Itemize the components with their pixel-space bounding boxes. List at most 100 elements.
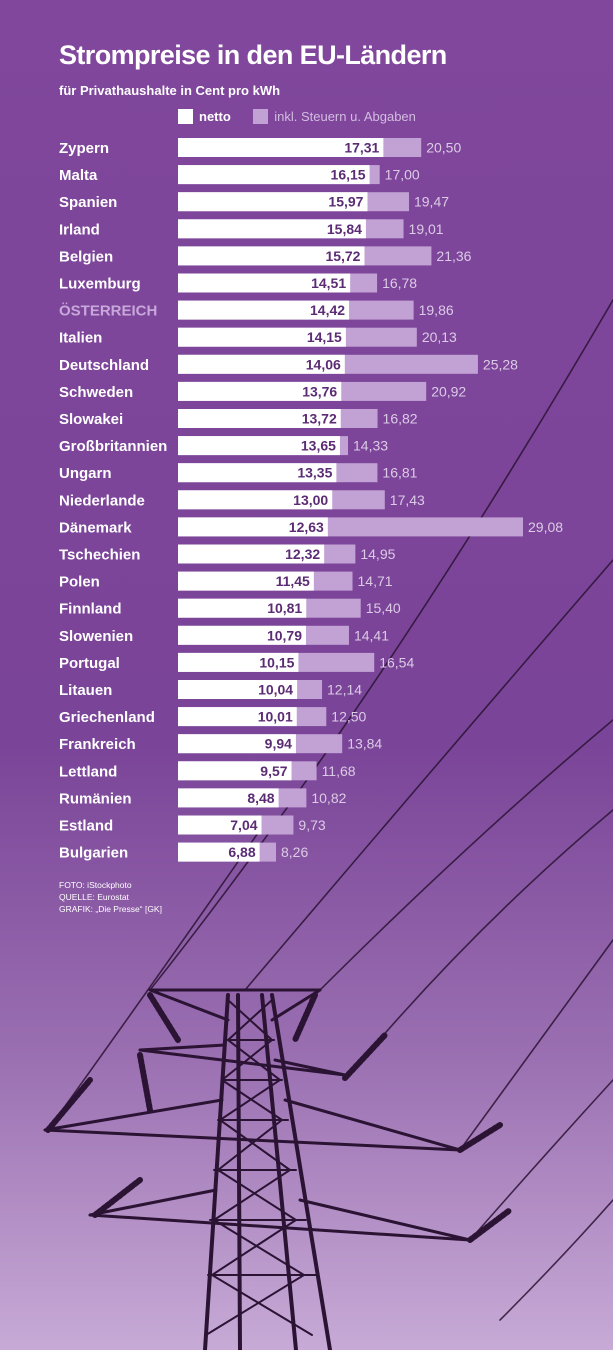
value-label-gross-großbritannien: 14,33	[353, 438, 388, 454]
bar-netto-litauen	[178, 680, 298, 699]
credit-source: QUELLE: Eurostat	[59, 892, 129, 902]
credit-foto: FOTO: iStockphoto	[59, 880, 132, 890]
bar-netto-rumänien	[178, 788, 279, 808]
country-label-schweden: Schweden	[59, 384, 133, 401]
country-label-deutschland: Deutschland	[59, 357, 149, 374]
value-label-gross-finnland: 15,40	[366, 600, 401, 616]
bar-netto-ungarn	[178, 463, 337, 483]
value-label-gross-belgien: 21,36	[436, 248, 471, 264]
bar-netto-österreich	[178, 300, 350, 320]
value-label-netto-frankreich: 9,94	[265, 736, 292, 752]
country-label-irland: Irland	[59, 221, 100, 238]
value-label-netto-bulgarien: 6,88	[228, 844, 255, 860]
value-label-gross-luxemburg: 16,78	[382, 275, 417, 291]
value-label-netto-rumänien: 8,48	[247, 790, 274, 806]
chart-legend: netto inkl. Steuern u. Abgaben	[178, 109, 434, 126]
value-label-gross-zypern: 20,50	[426, 140, 461, 156]
bar-netto-zypern	[178, 138, 384, 157]
legend-item-gross: inkl. Steuern u. Abgaben	[253, 109, 416, 124]
value-label-netto-tschechien: 12,32	[285, 546, 320, 562]
chart-subtitle: für Privathaushalte in Cent pro kWh	[59, 83, 281, 98]
bar-netto-spanien	[178, 192, 368, 212]
value-label-netto-deutschland: 14,06	[306, 356, 341, 372]
country-label-niederlande: Niederlande	[59, 492, 145, 509]
bar-netto-estland	[178, 815, 262, 835]
legend-swatch-netto	[178, 109, 193, 124]
value-label-netto-finnland: 10,81	[267, 600, 302, 616]
bar-netto-deutschland	[178, 354, 345, 374]
value-label-netto-ungarn: 13,35	[297, 465, 332, 481]
country-label-österreich: ÖSTERREICH	[59, 303, 157, 320]
value-label-gross-italien: 20,13	[422, 329, 457, 345]
bar-netto-lettland	[178, 761, 292, 781]
value-label-gross-irland: 19,01	[409, 221, 444, 237]
bar-netto-irland	[178, 219, 366, 239]
country-label-malta: Malta	[59, 167, 98, 184]
bar-netto-niederlande	[178, 490, 333, 510]
value-label-gross-dänemark: 29,08	[528, 519, 563, 535]
bar-netto-großbritannien	[178, 436, 340, 456]
bar-netto-italien	[178, 327, 346, 347]
value-label-netto-griechenland: 10,01	[258, 709, 293, 725]
country-label-rumänien: Rumänien	[59, 790, 132, 807]
value-label-netto-malta: 16,15	[331, 167, 366, 183]
value-label-gross-schweden: 20,92	[431, 383, 466, 399]
legend-swatch-gross	[253, 109, 269, 124]
value-label-netto-slowenien: 10,79	[267, 627, 302, 643]
value-label-gross-portugal: 16,54	[379, 654, 414, 670]
legend-item-netto: netto	[178, 109, 231, 124]
country-label-slowakei: Slowakei	[59, 411, 123, 428]
bar-netto-frankreich	[178, 734, 296, 754]
country-label-belgien: Belgien	[59, 248, 113, 265]
country-label-ungarn: Ungarn	[59, 465, 112, 482]
value-label-netto-litauen: 10,04	[258, 682, 293, 698]
value-label-netto-schweden: 13,76	[302, 383, 337, 399]
value-label-gross-litauen: 12,14	[327, 682, 362, 698]
country-label-großbritannien: Großbritannien	[59, 438, 167, 455]
country-label-lettland: Lettland	[59, 763, 117, 780]
value-label-gross-slowakei: 16,82	[383, 411, 418, 427]
value-label-netto-dänemark: 12,63	[289, 519, 324, 535]
value-label-netto-estland: 7,04	[230, 817, 257, 833]
legend-label-netto: netto	[199, 109, 231, 124]
value-label-netto-luxemburg: 14,51	[311, 275, 346, 291]
value-label-netto-spanien: 15,97	[328, 194, 363, 210]
value-label-netto-lettland: 9,57	[260, 763, 287, 779]
country-label-slowenien: Slowenien	[59, 628, 133, 645]
bar-netto-schweden	[178, 381, 342, 401]
value-label-gross-slowenien: 14,41	[354, 627, 389, 643]
country-label-griechenland: Griechenland	[59, 709, 155, 726]
value-label-gross-niederlande: 17,43	[390, 492, 425, 508]
country-label-spanien: Spanien	[59, 194, 117, 211]
value-label-gross-tschechien: 14,95	[360, 546, 395, 562]
value-label-netto-italien: 14,15	[307, 329, 342, 345]
bar-netto-polen	[178, 571, 314, 591]
country-label-zypern: Zypern	[59, 140, 109, 157]
bar-netto-belgien	[178, 246, 365, 266]
bar-netto-malta	[178, 165, 370, 185]
credit-graphic: GRAFIK: „Die Presse“ [GK]	[59, 904, 162, 914]
value-label-netto-österreich: 14,42	[310, 302, 345, 318]
value-label-gross-frankreich: 13,84	[347, 736, 382, 752]
country-label-bulgarien: Bulgarien	[59, 845, 128, 862]
value-label-gross-rumänien: 10,82	[311, 790, 346, 806]
value-label-netto-irland: 15,84	[327, 221, 362, 237]
bar-netto-finnland	[178, 598, 307, 618]
value-label-gross-deutschland: 25,28	[483, 356, 518, 372]
value-label-gross-lettland: 11,68	[322, 763, 356, 779]
bar-netto-slowenien	[178, 625, 307, 645]
bar-chart: Zypern 17,31 20,50 Malta 16,15 17,00 Spanien 15…	[59, 138, 563, 862]
country-label-dänemark: Dänemark	[59, 519, 132, 536]
bar-netto-tschechien	[178, 544, 325, 564]
country-label-finnland: Finnland	[59, 601, 122, 618]
value-label-gross-griechenland: 12,50	[331, 709, 366, 725]
country-label-polen: Polen	[59, 574, 100, 591]
bar-netto-luxemburg	[178, 273, 351, 293]
value-label-gross-bulgarien: 8,26	[281, 844, 308, 860]
value-label-netto-belgien: 15,72	[325, 248, 360, 264]
value-label-netto-großbritannien: 13,65	[301, 438, 336, 454]
legend-label-gross: inkl. Steuern u. Abgaben	[274, 109, 416, 124]
value-label-gross-ungarn: 16,81	[382, 465, 417, 481]
country-label-frankreich: Frankreich	[59, 736, 136, 753]
